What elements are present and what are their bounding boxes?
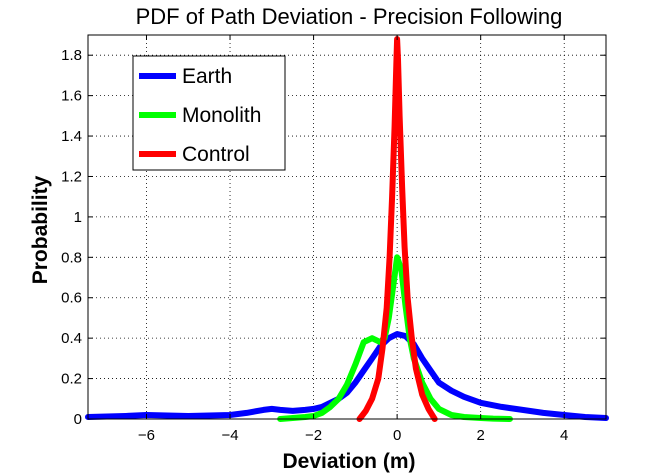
x-tick-label: −6 bbox=[138, 427, 155, 444]
legend-label-monolith: Monolith bbox=[182, 104, 261, 127]
y-tick-label: 1 bbox=[74, 209, 82, 226]
y-tick-label: 0.2 bbox=[61, 371, 82, 388]
x-axis-label: Deviation (m) bbox=[282, 450, 415, 473]
y-tick-label: 1.8 bbox=[61, 47, 82, 64]
plot-frame bbox=[87, 34, 607, 420]
chart-title: PDF of Path Deviation - Precision Follow… bbox=[136, 4, 563, 29]
y-axis-label: Probability bbox=[29, 175, 52, 284]
legend: Earth Monolith Control bbox=[132, 55, 286, 171]
legend-label-control: Control bbox=[182, 143, 250, 166]
x-tick-label: 4 bbox=[560, 427, 568, 444]
legend-label-earth: Earth bbox=[182, 65, 232, 88]
y-tick-label: 1.2 bbox=[61, 168, 82, 185]
y-tick-labels: 0 0.2 0.4 0.6 0.8 1 1.2 1.4 1.6 1.8 bbox=[61, 47, 82, 428]
x-tick-label: 2 bbox=[477, 427, 485, 444]
axis-ticks bbox=[88, 35, 606, 420]
series-line-monolith bbox=[277, 254, 513, 422]
x-tick-labels: −6 −4 −2 0 2 4 bbox=[138, 427, 568, 444]
y-tick-label: 0.4 bbox=[61, 330, 82, 347]
y-tick-label: 0 bbox=[74, 411, 82, 428]
x-tick-label: −4 bbox=[221, 427, 238, 444]
y-tick-label: 0.6 bbox=[61, 290, 82, 307]
x-tick-label: 0 bbox=[393, 427, 401, 444]
y-tick-label: 0.8 bbox=[61, 249, 82, 266]
series-line-earth bbox=[85, 331, 609, 421]
y-tick-label: 1.4 bbox=[61, 128, 82, 145]
y-tick-label: 1.6 bbox=[61, 88, 82, 105]
x-tick-label: −2 bbox=[305, 427, 322, 444]
